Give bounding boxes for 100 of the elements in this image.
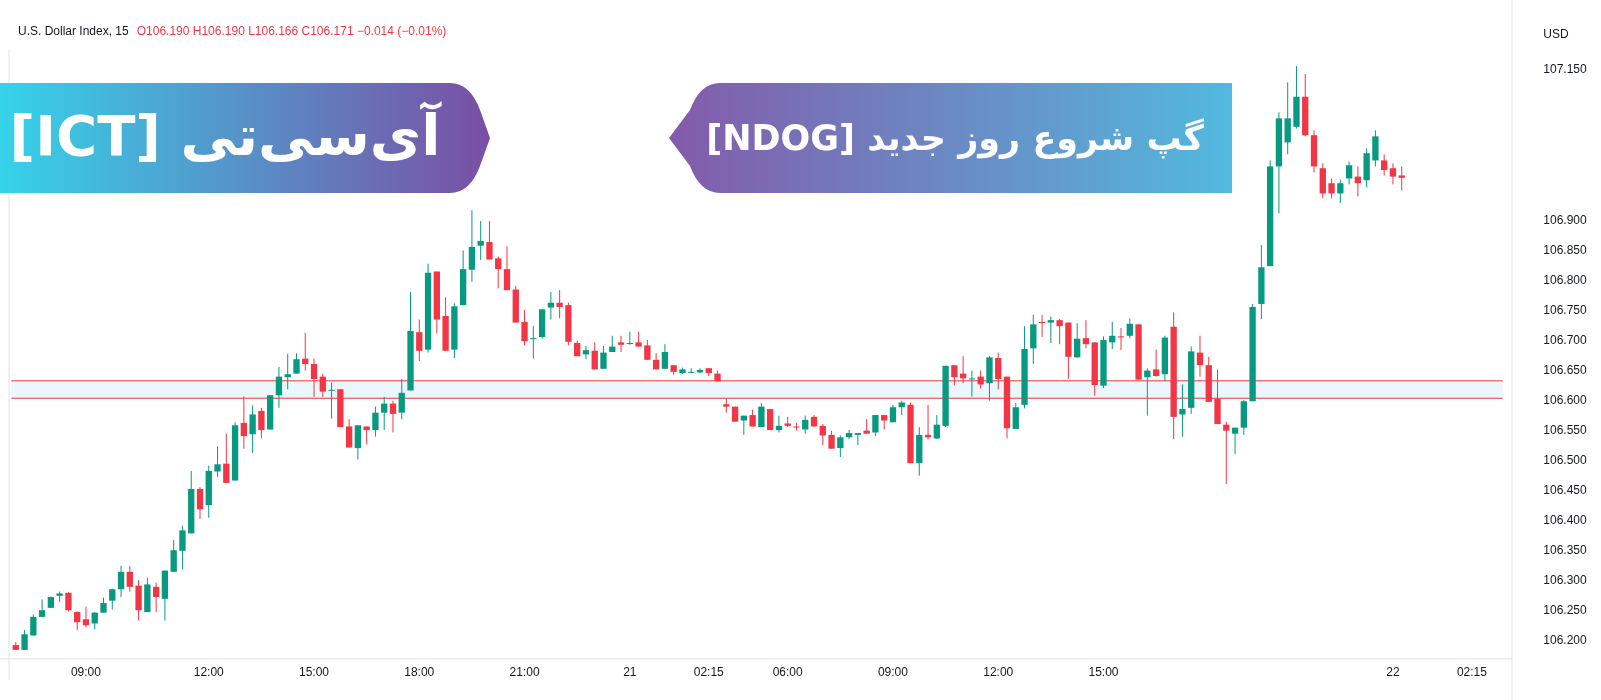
candlestick: [1047, 316, 1055, 344]
candlestick: [828, 430, 835, 450]
candlestick: [1144, 367, 1151, 417]
candlestick: [1152, 349, 1160, 378]
x-tick-label: 15:00: [299, 665, 330, 679]
candlestick: [556, 289, 563, 319]
candlestick: [995, 352, 1002, 390]
candlestick: [468, 209, 476, 283]
candlestick: [381, 396, 388, 431]
y-tick-label: 106.500: [1543, 452, 1588, 467]
text: O106.190 H106.190 L106.166 C106.171 −0.014 (−0.01%): [136, 24, 447, 38]
candlestick: [214, 445, 221, 478]
text: گپ شروع روز جدید [NDOG]: [706, 118, 1205, 159]
y-tick-label: 106.200: [1543, 633, 1588, 648]
candlestick: [398, 378, 405, 420]
candlestick: [310, 358, 318, 398]
candlestick: [354, 424, 362, 460]
candlestick: [477, 220, 484, 261]
candlestick: [328, 382, 335, 420]
text: آی‌سی‌تی [ICT]: [9, 101, 443, 169]
candlestick: [249, 404, 256, 454]
x-tick-label: 18:00: [404, 665, 435, 679]
candlestick: [21, 629, 28, 651]
candlestick: [1345, 161, 1353, 185]
x-tick-label: 21:00: [509, 665, 540, 679]
candlestick: [363, 425, 370, 445]
candlestick: [284, 353, 291, 390]
x-tick-label: 21: [623, 665, 637, 679]
candlestick: [1082, 319, 1090, 349]
candlestick: [196, 486, 204, 520]
candlestick: [1381, 153, 1388, 176]
y-tick-label: 106.850: [1543, 242, 1588, 257]
candlestick: [854, 432, 862, 446]
y-tick-label: 106.300: [1543, 573, 1588, 587]
candlestick: [530, 325, 537, 360]
y-tick-label: 106.450: [1543, 482, 1588, 497]
y-tick-label: 106.800: [1543, 272, 1588, 287]
y-tick-label: 106.750: [1543, 302, 1588, 317]
candlestick: [547, 291, 555, 321]
y-tick-label: 106.350: [1543, 542, 1588, 557]
x-tick-label: 09:00: [70, 665, 102, 679]
candlestick: [1398, 165, 1405, 191]
candlestick: [82, 606, 90, 628]
candlestick: [617, 335, 625, 353]
candlestick: [1038, 314, 1046, 338]
candlestick: [600, 345, 607, 370]
candlestick: [1231, 427, 1239, 455]
y-tick-label: 106.650: [1543, 362, 1588, 377]
candlestick: [661, 343, 669, 370]
candlestick: [644, 339, 651, 361]
candlestick: [372, 406, 379, 438]
candlestick: [258, 407, 265, 439]
candlestick: [74, 610, 81, 631]
x-tick-label: 06:00: [772, 665, 804, 679]
candlestick: [345, 418, 353, 448]
candlestick: [503, 245, 511, 291]
candlestick: [319, 373, 326, 398]
candlestick: [293, 352, 300, 375]
candlestick: [1056, 318, 1063, 345]
candlestick: [416, 319, 423, 362]
candlestick: [968, 370, 976, 397]
text: U.S. Dollar Index, 15: [18, 24, 130, 38]
candlestick: [170, 539, 177, 573]
candlestick: [486, 220, 493, 261]
candlestick: [495, 256, 502, 289]
x-tick-label: 12:00: [193, 665, 225, 679]
candlestick: [275, 366, 283, 409]
y-axis-title: USD: [1543, 27, 1569, 42]
y-tick-label: 107.150: [1543, 62, 1588, 77]
y-tick-label: 106.900: [1543, 212, 1588, 227]
candlestick: [1337, 179, 1344, 204]
x-tick-label: 22: [1386, 665, 1400, 679]
candlestick: [933, 414, 940, 440]
candlestick: [521, 309, 528, 346]
candlestick: [1389, 162, 1397, 185]
x-tick-label: 12:00: [983, 665, 1014, 679]
candlestick: [837, 434, 844, 458]
candlestick: [126, 565, 133, 593]
candlestick: [1328, 177, 1335, 199]
candlestick: [240, 395, 248, 450]
candlestick: [1126, 317, 1133, 339]
candlestick: [179, 525, 186, 570]
candlestick: [1117, 327, 1125, 351]
candlestick: [591, 341, 598, 370]
candlestick: [758, 402, 765, 428]
candlestick: [1223, 421, 1230, 485]
candlestick: [872, 414, 879, 437]
candlestick: [389, 400, 397, 433]
y-tick-label: 106.700: [1543, 332, 1588, 347]
y-tick-label: 106.550: [1543, 422, 1588, 437]
candlestick: [152, 582, 160, 613]
y-tick-label: 106.600: [1543, 392, 1588, 407]
candlestick: [1196, 335, 1204, 378]
candlestick: [1179, 383, 1186, 438]
x-tick-label: 02:15: [1456, 665, 1488, 679]
candlestick: [223, 433, 230, 484]
x-tick-label: 09:00: [877, 665, 909, 679]
candlestick: [1074, 322, 1081, 358]
y-tick-label: 106.400: [1543, 512, 1588, 527]
x-tick-label: 02:15: [693, 665, 725, 679]
